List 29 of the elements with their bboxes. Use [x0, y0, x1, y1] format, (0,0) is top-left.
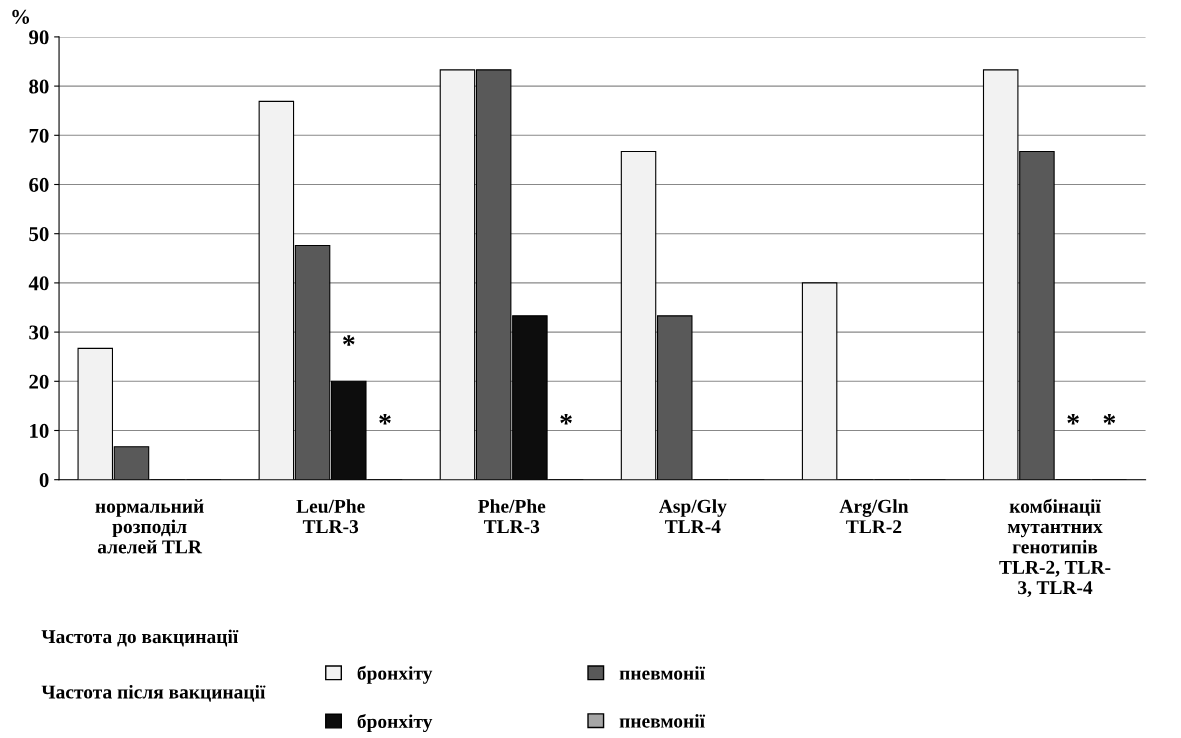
x-tick-label: Phe/Phe TLR-3 — [478, 499, 546, 534]
bar — [801, 282, 838, 480]
legend-label: пневмонії — [619, 714, 706, 728]
y-tick-label: 60 — [29, 177, 49, 192]
y-tick-label: 40 — [28, 276, 49, 291]
text: Частота після вакцинації — [41, 684, 266, 702]
x-tick-label: нормальний розподіл алелей TLR — [95, 499, 204, 554]
y-tick-label: 80 — [29, 79, 49, 94]
y-tick-label: 0 — [39, 473, 49, 488]
y-tick-label: 70 — [29, 128, 49, 143]
x-tick-label: Arg/Gln TLR-2 — [839, 499, 909, 534]
y-tick-label: 50 — [29, 227, 49, 242]
legend-label: бронхіту — [357, 665, 433, 684]
x-tick-label: комбінації мутантних генотипів TLR-2, TLR- 3, TLR-4 — [999, 498, 1111, 598]
annotation: * — [560, 413, 572, 425]
y-tick-label: 90 — [29, 30, 49, 45]
x-tick-label: Leu/Phe TLR-3 — [296, 499, 365, 534]
annotation: * — [343, 335, 355, 346]
x-tick-label: Asp/Gly TLR-4 — [659, 499, 727, 534]
annotation: * — [379, 413, 391, 425]
legend-label: пневмонії — [619, 666, 706, 680]
y-axis-title: % — [12, 9, 30, 24]
y-tick-label: 30 — [29, 325, 49, 340]
y-tick-label: 20 — [29, 374, 49, 389]
annotation: * — [1067, 413, 1079, 425]
y-tick-label: 10 — [30, 423, 49, 438]
legend-label: бронхіту — [357, 713, 433, 733]
text: Частота до вакцинації — [41, 629, 239, 647]
annotation: * — [1103, 413, 1116, 425]
